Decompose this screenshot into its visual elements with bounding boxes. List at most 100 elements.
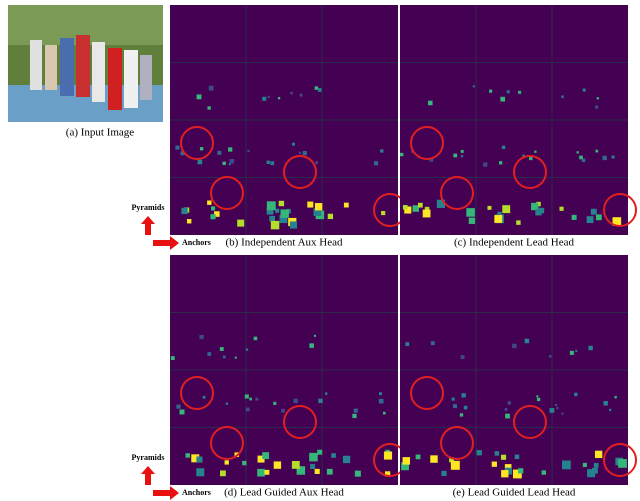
heat-cell (355, 471, 361, 477)
heat-cell (207, 106, 210, 109)
heat-cell (618, 459, 627, 468)
arrow-right (153, 486, 179, 500)
heat-cell (199, 335, 203, 339)
heat-cell (196, 456, 202, 462)
heat-cell (574, 393, 577, 396)
heat-cell (430, 455, 437, 462)
heat-cell (508, 401, 511, 404)
heat-cell (587, 469, 595, 477)
heat-cell (462, 393, 466, 397)
heat-cell (325, 392, 327, 394)
heat-cell (550, 408, 555, 413)
heat-cell (477, 450, 482, 455)
heat-cell (255, 398, 258, 401)
heat-cell (518, 468, 523, 473)
heat-cell (453, 154, 457, 158)
heat-cell (246, 349, 248, 351)
heat-cell (577, 151, 579, 153)
heat-cell (186, 453, 190, 457)
heat-cell (303, 151, 307, 155)
heat-cell (176, 405, 180, 409)
heat-cell (579, 156, 583, 160)
heat-cell (271, 221, 279, 229)
heat-cell (555, 404, 557, 406)
heat-cell (237, 220, 244, 227)
heat-cell (536, 395, 538, 397)
heat-cell (315, 86, 318, 89)
heat-cell (314, 335, 316, 337)
heat-cell (267, 201, 276, 210)
heat-cell (464, 406, 468, 410)
heat-cell (505, 414, 510, 419)
heat-cell (487, 206, 491, 210)
heat-cell (300, 94, 303, 97)
heat-cell (374, 161, 378, 165)
heat-cell (529, 157, 532, 160)
heat-cell (562, 460, 571, 469)
heat-cell (354, 409, 358, 413)
heat-cell (502, 146, 505, 149)
heat-cell (267, 161, 270, 164)
heat-cell (262, 452, 269, 459)
heat-cell (273, 402, 276, 405)
heat-cell (226, 403, 228, 405)
heat-cell (290, 221, 297, 228)
heat-cell (280, 209, 288, 217)
heat-cell (416, 455, 421, 460)
heat-cell (228, 147, 232, 151)
heat-cell (225, 460, 229, 464)
heat-cell (229, 159, 234, 164)
heat-cell (268, 96, 270, 98)
heat-cell (501, 455, 506, 460)
heat-cell (516, 220, 520, 224)
heat-cell (614, 396, 616, 398)
arrow-up (141, 216, 155, 235)
heat-cell (602, 156, 606, 160)
heat-cell (352, 414, 356, 418)
heat-cell (294, 399, 298, 403)
heat-cell (556, 407, 558, 409)
heat-cell (612, 156, 615, 159)
heat-cell (175, 146, 179, 150)
heat-cell (441, 471, 446, 476)
heat-cell (290, 92, 292, 94)
heat-cell (418, 203, 423, 208)
heat-cell (196, 468, 204, 476)
heat-cell (281, 409, 285, 413)
heat-cell (469, 218, 475, 224)
heat-cell (254, 337, 258, 341)
heat-cell (461, 150, 464, 153)
heat-cell (483, 162, 487, 166)
heat-cell (400, 153, 403, 156)
anchors-label: Anchors (182, 488, 211, 497)
heat-cell (515, 455, 520, 460)
heat-cell (229, 163, 231, 165)
heat-cell (461, 355, 465, 359)
heat-cell (460, 413, 463, 416)
heat-cell (492, 462, 497, 467)
heat-cell (595, 451, 602, 458)
heat-cell (278, 97, 280, 99)
heat-cell (561, 413, 563, 415)
heat-cell (223, 162, 226, 165)
heat-cell (200, 147, 203, 150)
heat-cell (379, 399, 384, 404)
heatmap-panel: (e) Lead Guided Lead Head (400, 255, 636, 499)
heat-cell (307, 202, 313, 208)
heat-cell (315, 161, 318, 164)
heat-cell (247, 150, 249, 152)
heat-cell (383, 412, 386, 415)
pyramids-label: Pyramids (132, 203, 165, 212)
heat-cell (210, 214, 215, 219)
heat-cell (512, 344, 516, 348)
heat-cell (327, 469, 333, 475)
heatmap-panel: (d) Lead Guided Aux Head (170, 255, 406, 499)
heat-cell (274, 461, 281, 468)
heat-cell (575, 350, 577, 352)
heat-cell (572, 215, 577, 220)
heat-cell (431, 341, 435, 345)
heat-cell (379, 392, 382, 395)
heat-cell (596, 214, 602, 220)
heat-cell (588, 346, 592, 350)
heat-cell (381, 211, 385, 215)
